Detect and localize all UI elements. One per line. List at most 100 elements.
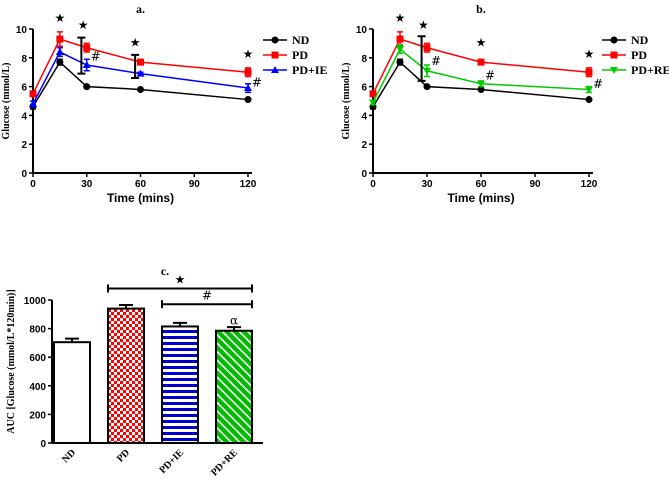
- y-axis-label: Glucose (mmol/L): [1, 63, 12, 140]
- line-chart-1: b. 0 30 60 90 120 0 2 4 6 8 10 Time (mins) Glucose (m…: [341, 2, 669, 205]
- bar-chart: c. ND PD PD+IE PD+RE 0 200 400 600 800 1000 AUC [Gl…: [6, 264, 263, 478]
- data-point: [477, 80, 485, 88]
- x-tick-label: PD: [115, 447, 132, 464]
- line-chart-0: a. 0 30 60 90 120 0 2 4 6 8 10 Time (mins) Glucose (m…: [1, 2, 328, 205]
- data-point: [423, 44, 431, 52]
- data-point: [56, 35, 64, 43]
- significance-bracket: [161, 300, 253, 309]
- y-tick-label: 200: [29, 410, 46, 421]
- significance-bracket: [107, 284, 253, 293]
- y-tick-label: 4: [21, 111, 27, 122]
- legend-label: PD+RE: [631, 63, 669, 77]
- y-tick-label: 10: [356, 25, 368, 36]
- y-tick-label: 4: [361, 111, 367, 122]
- data-point: [271, 66, 279, 73]
- data-point: [396, 35, 404, 43]
- data-point: [610, 36, 618, 44]
- legend-label: PD: [292, 48, 308, 62]
- legend-label: ND: [631, 33, 649, 47]
- y-axis-label: Glucose (mmol/L): [341, 63, 352, 140]
- y-tick-label: 0: [361, 169, 367, 180]
- error-bar: [227, 326, 241, 331]
- data-point: [610, 51, 618, 59]
- series-PD+RE: [369, 44, 593, 107]
- x-tick-label: PD+IE: [157, 447, 186, 476]
- x-tick-label: 90: [529, 179, 541, 190]
- significance-marker: α: [230, 313, 238, 327]
- y-tick-label: 0: [21, 169, 27, 180]
- x-tick-label: 60: [475, 179, 487, 190]
- data-point: [244, 96, 252, 104]
- data-point: [369, 99, 377, 107]
- data-point: [137, 58, 144, 66]
- significance-marker: #: [202, 288, 212, 302]
- x-tick-label: 60: [135, 179, 147, 190]
- legend-label: ND: [292, 33, 310, 47]
- y-tick-label: 2: [21, 140, 27, 151]
- y-tick-label: 10: [16, 25, 28, 36]
- data-point: [29, 99, 37, 107]
- data-point: [29, 90, 37, 98]
- annotation: ★: [584, 47, 595, 61]
- x-tick-label: 90: [189, 179, 201, 190]
- data-point: [271, 51, 279, 59]
- annotation: #: [593, 77, 603, 91]
- series-ND: [369, 58, 593, 111]
- y-tick-label: 6: [361, 83, 367, 94]
- x-axis-label: Time (mins): [447, 191, 514, 205]
- bar-PD+IE: [161, 325, 199, 444]
- significance-bracket: [77, 36, 86, 75]
- error-bar: [65, 337, 79, 343]
- data-point: [396, 46, 404, 54]
- series-PD: [369, 31, 593, 98]
- x-tick-label: 120: [581, 179, 598, 190]
- series-PD: [29, 31, 252, 98]
- data-point: [610, 67, 618, 74]
- x-tick-label: 0: [370, 179, 376, 190]
- annotation: #: [91, 50, 101, 64]
- error-bar: [173, 321, 187, 327]
- data-point: [423, 83, 431, 91]
- data-point: [585, 86, 593, 94]
- annotation: ★: [395, 11, 406, 25]
- y-tick-label: 400: [29, 382, 46, 393]
- data-point: [56, 58, 64, 66]
- y-tick-label: 0: [40, 439, 46, 450]
- data-point: [82, 61, 91, 68]
- bar-ND: [53, 341, 91, 444]
- y-tick-label: 6: [21, 83, 27, 94]
- data-point: [137, 85, 144, 93]
- data-point: [83, 44, 91, 52]
- annotation: ★: [418, 18, 429, 32]
- data-point: [396, 58, 404, 66]
- x-tick-label: 0: [30, 179, 36, 190]
- data-point: [477, 58, 485, 66]
- data-point: [271, 36, 279, 44]
- annotation: ★: [54, 11, 65, 25]
- legend-label: PD+IE: [292, 63, 328, 77]
- y-tick-label: 1000: [24, 296, 47, 307]
- data-point: [477, 85, 485, 93]
- data-point: [136, 69, 145, 77]
- data-point: [423, 67, 431, 75]
- data-point: [369, 90, 377, 98]
- data-point: [244, 84, 252, 92]
- annotation: ★: [130, 35, 141, 49]
- y-tick-label: 2: [361, 140, 367, 151]
- annotation: #: [431, 54, 441, 68]
- significance-marker: ★: [175, 273, 186, 287]
- bar-PD+RE: [215, 329, 253, 444]
- x-tick-label: 30: [81, 179, 93, 190]
- annotation: ★: [243, 47, 254, 61]
- y-tick-label: 600: [29, 353, 46, 364]
- data-point: [585, 96, 593, 104]
- panel-label: c.: [161, 264, 169, 278]
- y-tick-label: 8: [21, 54, 27, 65]
- significance-bracket: [417, 35, 426, 82]
- annotation: #: [252, 76, 262, 90]
- data-point: [55, 48, 64, 56]
- significance-bracket: [131, 53, 140, 79]
- x-tick-label: PD+RE: [209, 447, 240, 478]
